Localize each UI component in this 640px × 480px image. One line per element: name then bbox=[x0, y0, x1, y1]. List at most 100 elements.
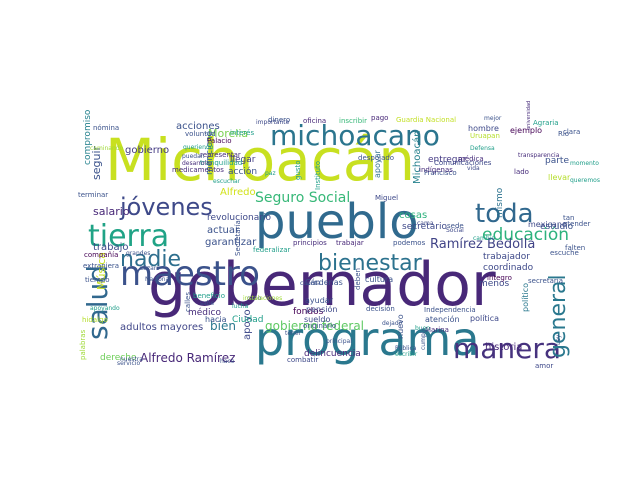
word-cloud-term: cambio bbox=[473, 235, 495, 242]
word-cloud-term: medicamentos bbox=[172, 166, 224, 174]
word-cloud-term: Agraria bbox=[533, 119, 559, 127]
word-cloud-term: cabo bbox=[247, 295, 262, 302]
word-cloud-term: derecho bbox=[100, 353, 137, 363]
word-cloud-term: médico bbox=[188, 307, 221, 318]
word-cloud-term: nuestra bbox=[120, 356, 143, 363]
word-cloud-term: Pública bbox=[395, 345, 417, 352]
word-cloud-term: combatir bbox=[287, 356, 318, 364]
word-cloud-term: queremos bbox=[570, 177, 600, 184]
word-cloud-term: cama bbox=[417, 220, 434, 227]
word-cloud-term: secretario bbox=[402, 222, 447, 232]
word-cloud-term: calles bbox=[184, 292, 192, 312]
word-cloud-term: vida bbox=[467, 165, 480, 172]
word-cloud-term: grandes bbox=[126, 250, 150, 257]
word-cloud-term: importante bbox=[256, 119, 290, 126]
word-cloud-term: delincuencia bbox=[304, 349, 361, 359]
word-cloud-term: Música bbox=[95, 252, 108, 290]
word-cloud-term: Morelia bbox=[208, 127, 248, 140]
word-cloud-term: lucha bbox=[232, 303, 249, 310]
word-cloud-term: terminar bbox=[78, 191, 108, 199]
word-cloud-term: decisión bbox=[366, 305, 395, 313]
word-cloud-term: general bbox=[546, 274, 571, 358]
word-cloud-term: trabajo bbox=[93, 242, 129, 253]
word-cloud-term: trabajar bbox=[336, 239, 364, 247]
word-cloud-term: gusto bbox=[294, 160, 302, 180]
word-cloud-term: extranjera bbox=[83, 262, 119, 270]
word-cloud-term: interés bbox=[230, 129, 254, 137]
word-cloud-term: seguir bbox=[90, 145, 103, 180]
word-cloud-term: adultos mayores bbox=[120, 322, 203, 333]
word-cloud-term: puedan bbox=[182, 153, 205, 160]
word-cloud-term: beneficio bbox=[193, 292, 225, 300]
word-cloud-term: apoyo bbox=[242, 309, 253, 340]
word-cloud-term: Michoacán bbox=[411, 131, 423, 184]
word-cloud-term: desarrollo bbox=[182, 160, 212, 167]
word-cloud-term: dinero bbox=[268, 116, 290, 124]
word-cloud-term: nómina bbox=[93, 124, 119, 132]
word-cloud-term: caminando bbox=[90, 145, 124, 152]
word-cloud-term: menos bbox=[479, 279, 510, 289]
word-cloud-term: principal bbox=[326, 338, 352, 345]
word-cloud-term: michoacano bbox=[270, 119, 440, 152]
word-cloud-term: Palacio bbox=[207, 137, 232, 145]
word-cloud-term: ejemplo bbox=[510, 126, 542, 135]
word-cloud-term: despojado bbox=[358, 154, 394, 162]
word-cloud-term: Instituto bbox=[314, 161, 322, 190]
word-cloud-term: sede bbox=[447, 222, 464, 230]
word-cloud-term: federalizar bbox=[253, 246, 291, 254]
word-cloud-term: atender bbox=[563, 220, 591, 228]
word-cloud-term: tiempo bbox=[85, 276, 110, 284]
word-cloud-term: servicio bbox=[117, 360, 140, 367]
word-cloud-term: Seguro Social bbox=[255, 190, 350, 206]
word-cloud-term: tierra bbox=[88, 219, 169, 254]
word-cloud-term: gobierno bbox=[125, 145, 169, 156]
word-cloud-term: apoyando bbox=[90, 305, 120, 312]
word-cloud-term: sueldo bbox=[304, 315, 330, 324]
word-cloud-term: jóvenes bbox=[119, 193, 213, 221]
word-cloud-term: Marina bbox=[425, 326, 449, 334]
word-cloud-term: cuenta bbox=[300, 280, 321, 287]
word-cloud-term: hace bbox=[220, 358, 235, 365]
word-cloud-term: pueblo bbox=[255, 194, 419, 250]
word-cloud-term: Alfredo Ramírez bbox=[140, 351, 235, 365]
word-cloud-term: mencionó bbox=[204, 130, 215, 175]
word-cloud-term: cultura bbox=[365, 275, 393, 284]
word-cloud-term: escribir bbox=[395, 351, 418, 358]
word-cloud-term: escuchar bbox=[213, 178, 241, 185]
word-cloud-term: ayudar bbox=[305, 296, 334, 305]
word-cloud-term: Social bbox=[446, 227, 464, 234]
word-cloud-term: hidalgo bbox=[82, 316, 108, 324]
word-cloud-term: maestro bbox=[120, 254, 260, 294]
word-cloud-term: hombre bbox=[468, 124, 499, 133]
word-cloud-term: compañía bbox=[84, 251, 118, 259]
word-cloud-term: Ciudad bbox=[232, 315, 263, 325]
word-cloud-term: buen bbox=[415, 325, 430, 332]
word-cloud-term: deben bbox=[354, 268, 362, 290]
word-cloud-term: Francisco bbox=[424, 169, 457, 177]
word-cloud-term: momento bbox=[570, 160, 599, 167]
word-cloud-term: Nacional bbox=[145, 276, 171, 283]
word-cloud-term: integro bbox=[487, 274, 512, 282]
word-cloud-term: clara bbox=[563, 128, 580, 136]
word-cloud-term: voluntad bbox=[185, 130, 216, 138]
word-cloud-term: trabajador bbox=[483, 252, 530, 262]
word-cloud-term: entregar bbox=[428, 155, 467, 165]
word-cloud-term: coordinado bbox=[483, 263, 534, 273]
word-cloud-term: cosas bbox=[399, 210, 427, 221]
word-cloud-term: educación bbox=[482, 225, 569, 245]
word-cloud-term: llegar bbox=[230, 155, 256, 165]
word-cloud-term: oficina bbox=[303, 117, 326, 125]
word-cloud-term: Miguel bbox=[375, 194, 398, 202]
word-cloud-term: bienestar bbox=[318, 251, 423, 276]
word-cloud-term: gobernador bbox=[148, 250, 496, 320]
word-cloud-term: Secretaría bbox=[234, 220, 242, 256]
word-cloud-term: paz bbox=[265, 170, 276, 177]
word-cloud-term: secretaría bbox=[528, 277, 563, 285]
word-cloud-term: instalaciones bbox=[243, 295, 282, 302]
word-cloud-term: indígenas bbox=[419, 166, 453, 174]
word-cloud-term: Ley bbox=[555, 334, 562, 345]
word-cloud-term: manera bbox=[453, 332, 561, 365]
word-cloud-term: programa bbox=[255, 312, 480, 366]
word-cloud-term: queriendo bbox=[183, 144, 214, 151]
word-cloud-term: falten bbox=[565, 244, 585, 252]
